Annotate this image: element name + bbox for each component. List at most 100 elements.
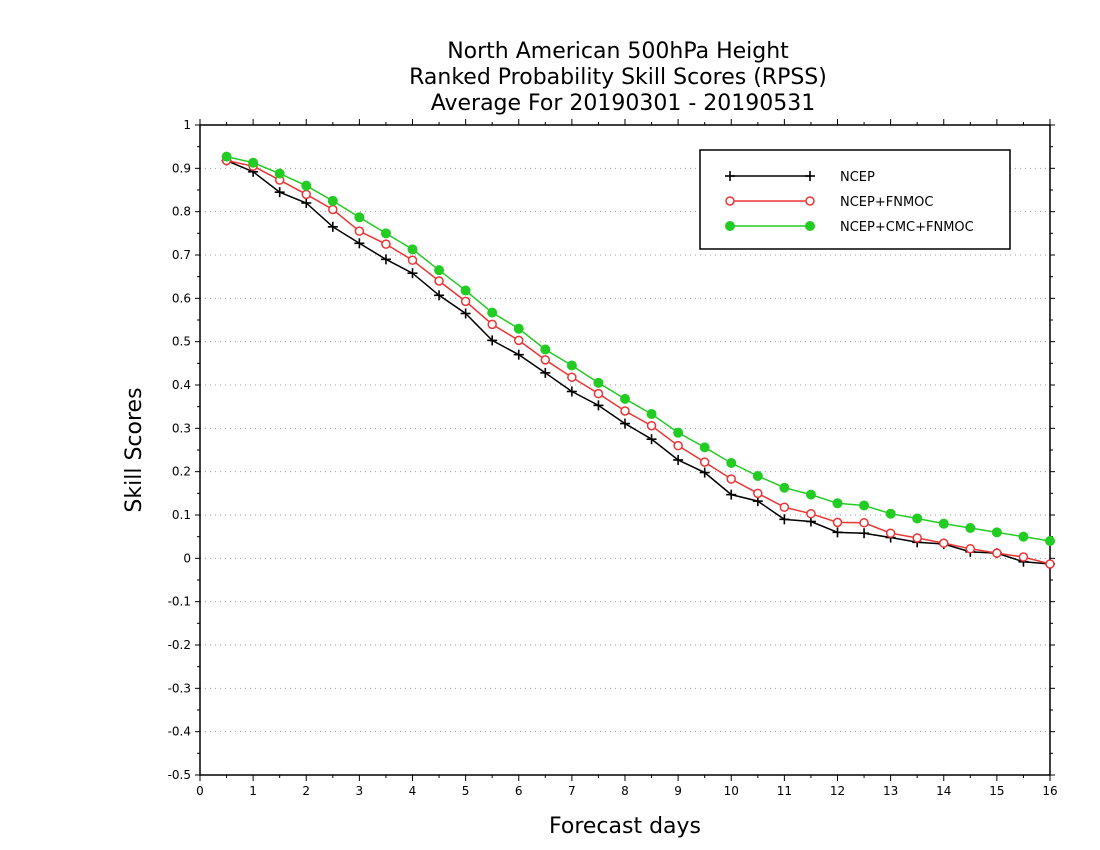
data-point: [221, 151, 232, 162]
data-point: [832, 517, 843, 528]
data-point: [646, 420, 657, 431]
x-tick-label: 14: [936, 784, 951, 798]
data-point: [992, 548, 1002, 558]
data-point: [567, 372, 577, 382]
data-point: [753, 488, 763, 499]
data-point: [805, 489, 816, 500]
data-point: [699, 467, 710, 478]
legend-label: NCEP+FNMOC: [840, 195, 933, 210]
data-point: [965, 544, 976, 554]
data-point: [460, 308, 471, 319]
data-point: [301, 180, 312, 191]
data-point: [593, 400, 604, 411]
data-point: [806, 508, 816, 519]
data-point: [301, 189, 311, 200]
y-axis-label: Skill Scores: [122, 387, 147, 512]
data-point: [407, 268, 418, 279]
data-point: [965, 523, 976, 533]
data-point: [540, 355, 551, 365]
data-point: [620, 418, 630, 429]
legend-entry: NCEP: [725, 170, 875, 185]
y-tick-label: 0.1: [172, 508, 191, 522]
x-tick-label: 5: [462, 784, 470, 798]
legend-entry: NCEP+CMC+FNMOC: [725, 220, 974, 235]
data-point: [646, 409, 657, 420]
data-point: [380, 254, 391, 265]
data-point: [859, 518, 869, 528]
data-point: [434, 265, 445, 276]
data-point: [646, 434, 657, 445]
legend-box: [699, 149, 1011, 250]
data-point: [699, 442, 710, 453]
data-point: [380, 228, 391, 239]
x-tick-label: 15: [989, 784, 1004, 798]
x-tick-label: 9: [674, 784, 682, 798]
data-point: [859, 500, 870, 511]
series-ncep-cmc-fnmoc: [221, 151, 1055, 546]
data-point: [327, 195, 338, 206]
data-point: [354, 238, 365, 249]
data-point: [274, 187, 285, 198]
data-point: [460, 285, 471, 296]
data-point: [354, 226, 365, 236]
data-point: [593, 377, 604, 388]
y-tick-label: 0.8: [172, 205, 191, 219]
data-point: [487, 335, 498, 346]
data-point: [1045, 536, 1055, 546]
data-point: [513, 323, 524, 334]
y-tick-label: 0.5: [172, 335, 191, 349]
legend: NCEP NCEP+FNMOC NCEP+CMC+FNMOC: [699, 149, 1011, 250]
data-point: [726, 458, 737, 468]
plot-series: [221, 151, 1055, 569]
data-point: [938, 518, 949, 529]
x-tick-label: 4: [409, 784, 417, 798]
data-point: [725, 196, 735, 206]
y-tick-label: 0.7: [172, 248, 191, 262]
x-tick-label: 3: [356, 784, 364, 798]
data-point: [327, 221, 338, 232]
data-point: [301, 198, 312, 208]
x-tick-label: 1: [249, 784, 257, 798]
title-line-2: Ranked Probability Skill Scores (RPSS): [409, 65, 827, 90]
data-point: [779, 502, 790, 512]
x-tick-label: 7: [568, 784, 576, 798]
x-tick-label: 11: [777, 784, 792, 798]
y-tick-label: 1: [183, 118, 191, 132]
data-point: [673, 454, 684, 465]
y-tick-label: -0.3: [168, 681, 191, 695]
data-point: [912, 513, 923, 524]
x-tick-label: 13: [883, 784, 898, 798]
x-tick-label: 8: [621, 784, 629, 798]
x-tick-label: 10: [724, 784, 739, 798]
gridlines: [200, 167, 1050, 733]
data-point: [726, 489, 737, 500]
data-point: [752, 471, 763, 481]
x-tick-label: 0: [196, 784, 204, 798]
data-point: [407, 244, 418, 255]
data-point: [540, 367, 551, 378]
data-point: [540, 344, 551, 355]
data-point: [434, 290, 445, 301]
x-axis-label: Forecast days: [549, 814, 701, 839]
data-point: [487, 307, 498, 318]
data-point: [779, 514, 790, 525]
data-point: [779, 482, 790, 493]
legend-label: NCEP: [840, 170, 875, 185]
chart-title: North American 500hPa Height Ranked Prob…: [409, 39, 827, 116]
data-point: [460, 296, 471, 307]
data-point: [566, 386, 577, 397]
axes: -0.5 -0.4 -0.3 -0.2 -0.1 0 0.1 0.2 0.3 0.4 0.5 0.6 0…: [168, 118, 1058, 798]
data-point: [859, 528, 870, 539]
data-point: [620, 393, 630, 404]
x-tick-label: 2: [302, 784, 310, 798]
data-point: [328, 204, 338, 215]
data-point: [513, 349, 524, 360]
legend-label: NCEP+CMC+FNMOC: [840, 220, 974, 235]
data-point: [912, 533, 922, 543]
legend-entry: NCEP+FNMOC: [725, 195, 933, 210]
data-point: [832, 527, 843, 538]
data-point: [805, 221, 815, 231]
y-tick-label: 0.3: [172, 421, 191, 435]
data-point: [434, 276, 444, 286]
